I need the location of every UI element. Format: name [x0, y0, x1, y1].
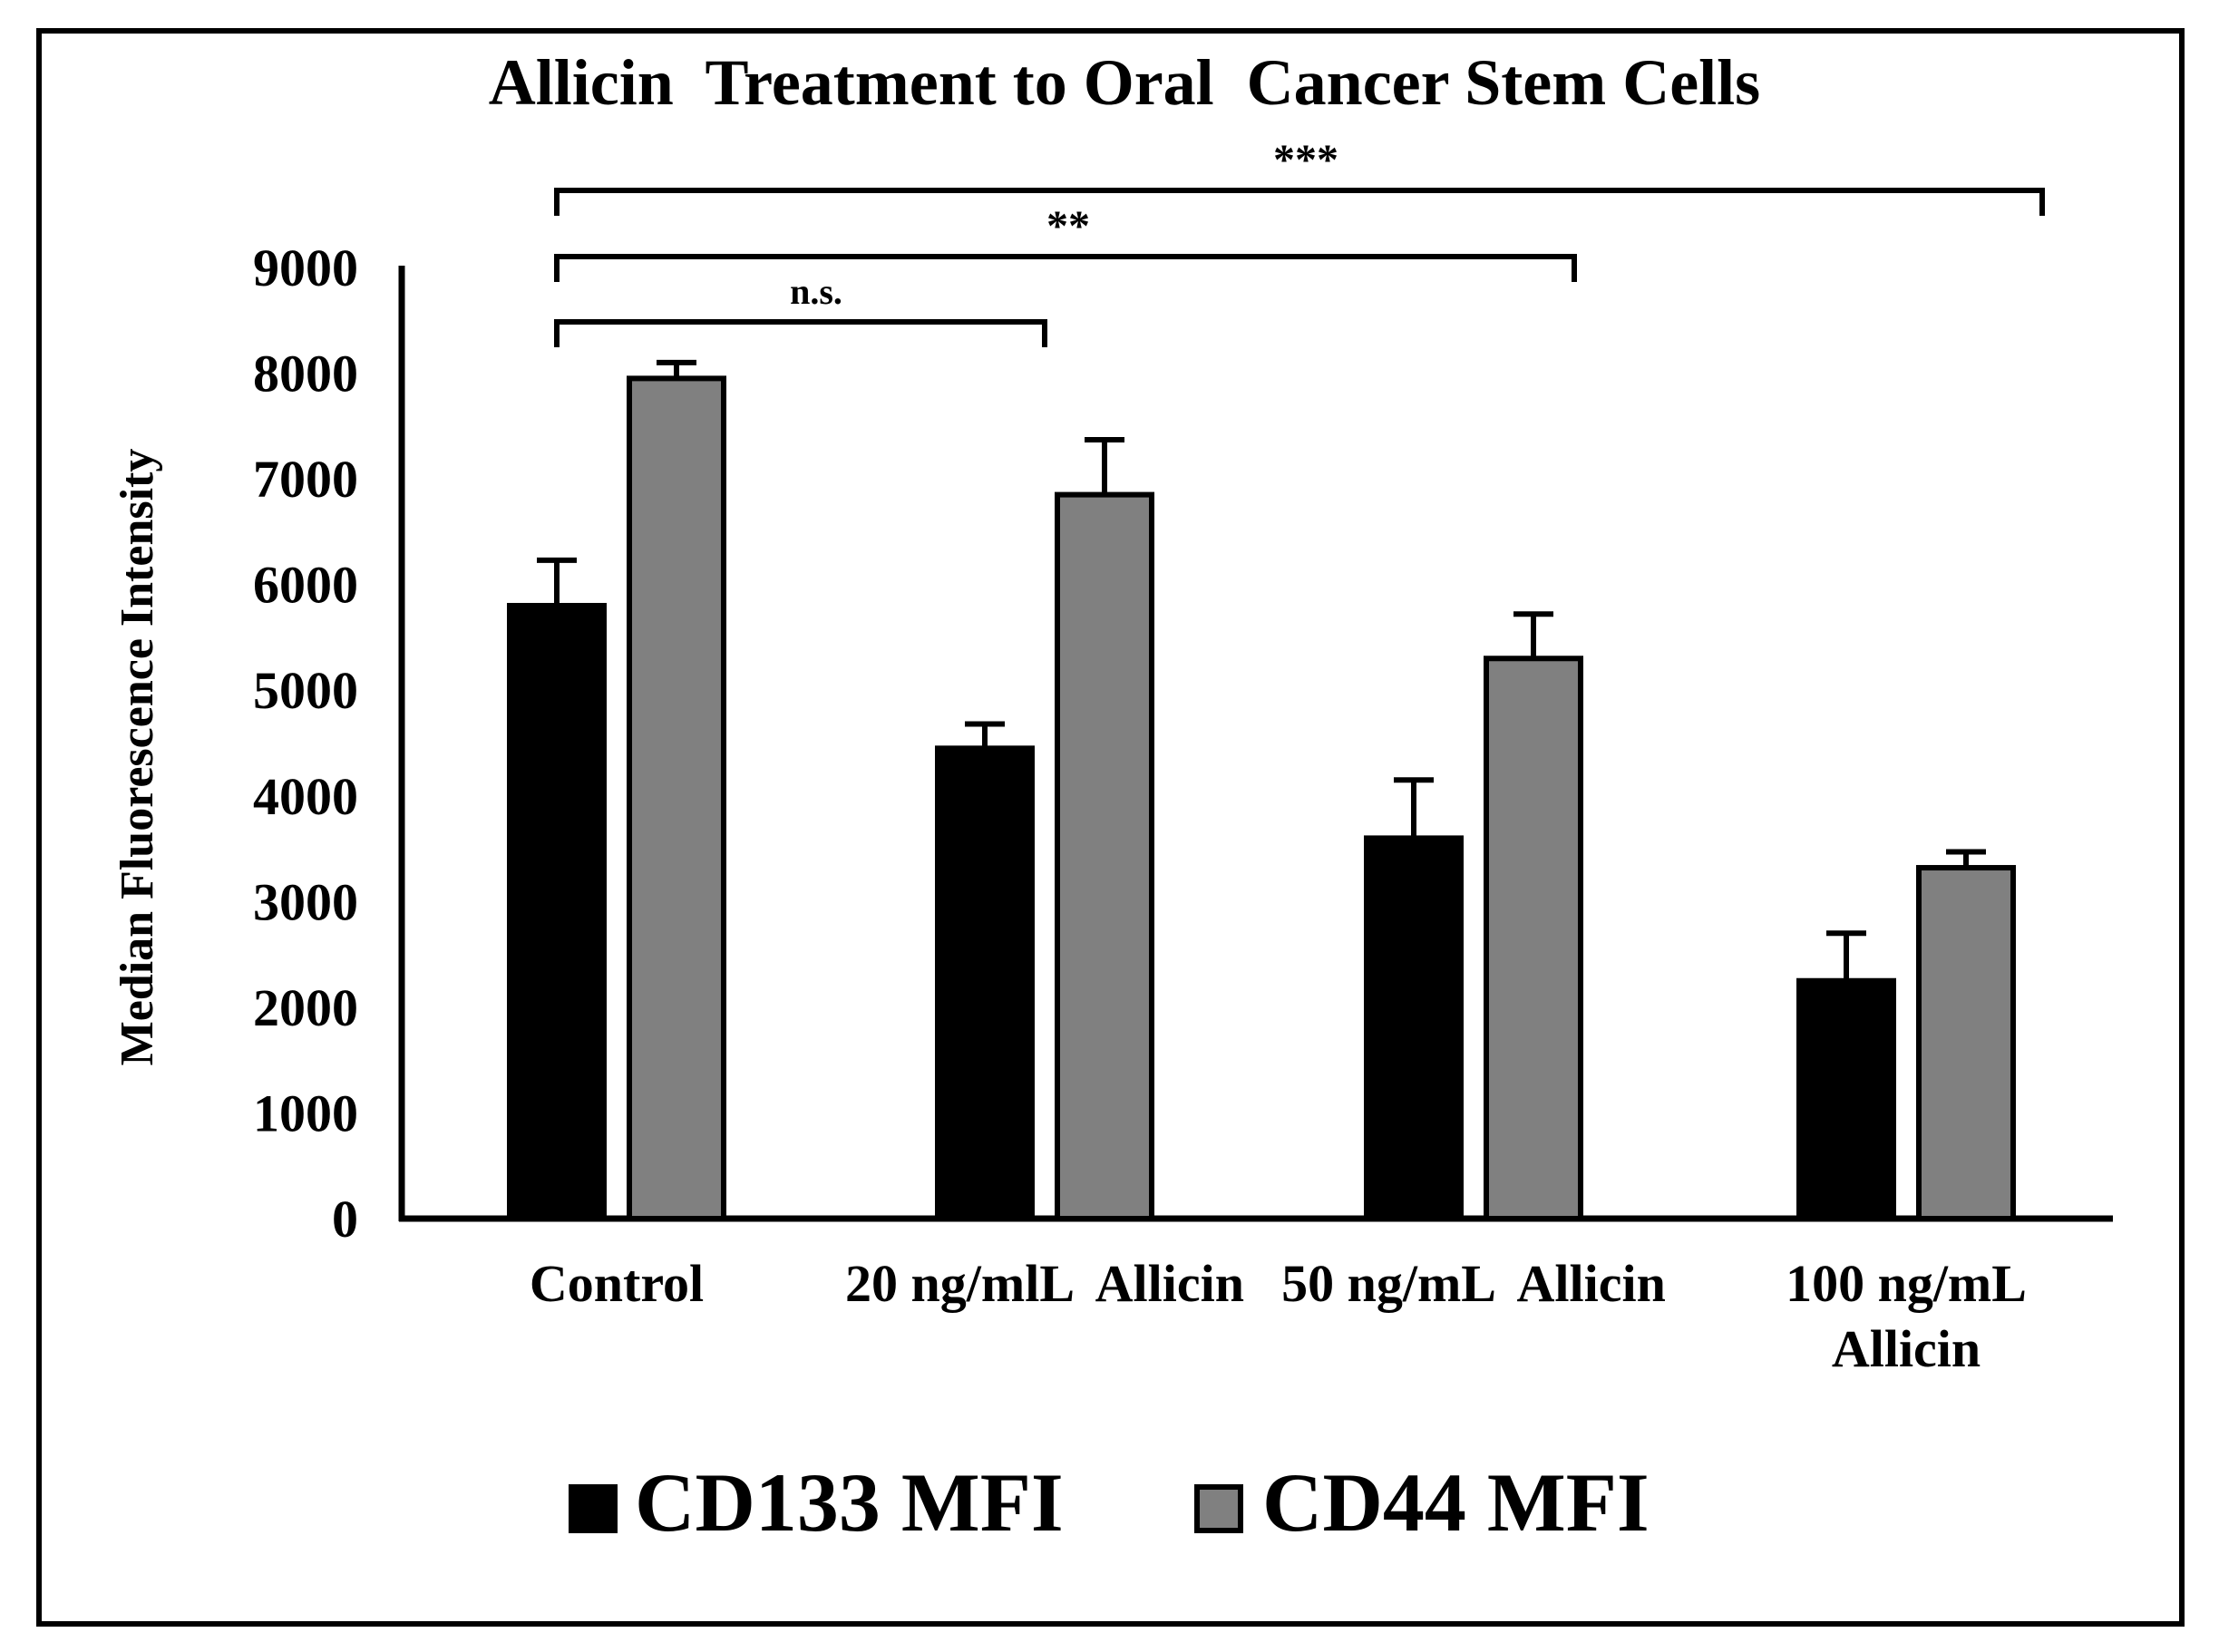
legend: CD133 MFI CD44 MFI [569, 1456, 1650, 1549]
y-tick-label: 5000 [253, 661, 358, 720]
y-tick-label: 4000 [253, 767, 358, 826]
legend-swatch-cd133-mfi [569, 1484, 618, 1533]
significance-bracket [554, 254, 1577, 282]
significance-label: *** [1273, 136, 1338, 184]
bar-cd133-mfi [935, 745, 1035, 1221]
y-tick-label: 6000 [253, 556, 358, 615]
bar-cd44-mfi [1484, 656, 1583, 1221]
y-tick-label: 8000 [253, 345, 358, 403]
y-axis-label: Median Fluorescence Intensity [112, 449, 163, 1066]
significance-label: n.s. [790, 271, 842, 312]
significance-bracket [554, 188, 2045, 216]
y-tick-label: 9000 [253, 238, 358, 297]
bar-cd133-mfi [1796, 977, 1896, 1221]
plot-area: 0 1000 2000 3000 4000 5000 6000 7000 8000 9000 Con… [253, 136, 2113, 1378]
x-category-label: Allicin [1832, 1319, 1981, 1378]
legend-label: CD133 MFI [635, 1456, 1064, 1549]
y-tick-label: 2000 [253, 978, 358, 1037]
x-category-label: 50 ng/mL Allicin [1281, 1254, 1666, 1313]
bar-cd133-mfi [1364, 835, 1464, 1222]
significance-bracket [554, 319, 1047, 347]
y-tick-label: 1000 [253, 1084, 358, 1142]
x-category-label: Control [530, 1254, 704, 1313]
chart-title: Allicin Treatment to Oral Cancer Stem Ce… [489, 46, 1760, 119]
bar-cd133-mfi [507, 602, 607, 1221]
x-category-label: 100 ng/mL [1786, 1254, 2027, 1313]
legend-swatch-cd44-mfi [1194, 1484, 1243, 1533]
y-tick-label: 0 [332, 1190, 358, 1249]
legend-label: CD44 MFI [1262, 1456, 1650, 1549]
bar-cd44-mfi [627, 375, 726, 1221]
x-category-label: 20 ng/mlL Allicin [845, 1254, 1244, 1313]
y-tick-label: 3000 [253, 872, 358, 931]
bar-cd44-mfi [1916, 865, 2016, 1222]
y-tick-label: 7000 [253, 450, 358, 509]
significance-label: ** [1046, 202, 1090, 250]
bar-cd44-mfi [1055, 491, 1154, 1221]
